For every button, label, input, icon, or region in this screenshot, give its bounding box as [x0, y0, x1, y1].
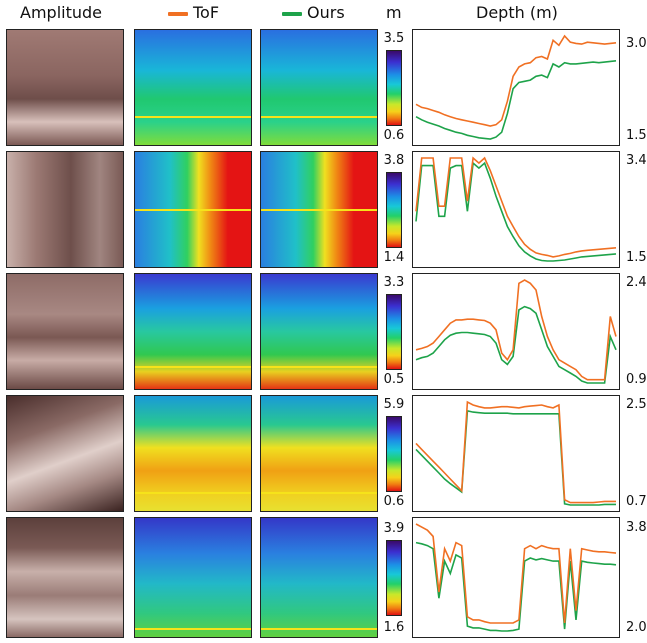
cbar-min-5: 1.6: [383, 620, 405, 635]
cbar-min-3: 0.5: [383, 372, 405, 387]
colorbar-3: [386, 294, 402, 370]
tof-swatch: [168, 11, 188, 16]
ymin-1: 1.5: [626, 128, 647, 143]
depth-plot-3: [412, 273, 620, 390]
tof-legend: ToF: [168, 3, 219, 22]
colorbar-2: [386, 172, 402, 248]
amplitude-image-4: [6, 395, 124, 512]
amplitude-image-5: [6, 517, 124, 638]
depth-plot-2: [412, 151, 620, 268]
cbar-max-4: 5.9: [383, 397, 405, 412]
ours-label: Ours: [307, 3, 345, 22]
depth-plot-5: [412, 517, 620, 638]
ours-profile-line-3: [415, 305, 617, 384]
ours-depth-image-5: [260, 517, 378, 638]
scanline-5-tof: [135, 628, 251, 630]
depth-profile-svg-1: [415, 34, 617, 140]
ymax-5: 3.8: [626, 520, 647, 535]
ymax-3: 2.4: [626, 275, 647, 290]
amplitude-image-3: [6, 273, 124, 390]
tof-profile-line-4: [415, 400, 616, 504]
ours-profile-line-4: [415, 409, 616, 506]
ours-swatch: [282, 11, 302, 16]
tof-depth-image-5: [134, 517, 252, 638]
tof-depth-image-2: [134, 151, 252, 268]
unit-header: m: [386, 3, 402, 22]
ours-profile-line-5: [415, 541, 617, 632]
depth-plot-4: [412, 395, 620, 512]
ymax-4: 2.5: [626, 397, 647, 412]
tof-depth-image-3: [134, 273, 252, 390]
scanline-4-ours: [261, 492, 377, 494]
ymin-5: 2.0: [626, 620, 647, 635]
ours-depth-image-1: [260, 29, 378, 146]
depth-header: Depth (m): [476, 3, 558, 22]
colorbar-4: [386, 416, 402, 492]
tof-profile-line-5: [415, 523, 617, 624]
amplitude-image-1: [6, 29, 124, 146]
ymax-1: 3.0: [626, 36, 647, 51]
ymin-4: 0.7: [626, 494, 647, 509]
amplitude-image-2: [6, 151, 124, 268]
tof-profile-line-2: [415, 156, 617, 258]
amplitude-header: Amplitude: [20, 3, 102, 22]
tof-depth-image-1: [134, 29, 252, 146]
scanline-4-tof: [135, 492, 251, 494]
cbar-max-2: 3.8: [383, 153, 405, 168]
cbar-max-1: 3.5: [383, 31, 405, 46]
ours-depth-image-2: [260, 151, 378, 268]
cbar-max-3: 3.3: [383, 275, 405, 290]
tof-label: ToF: [193, 3, 220, 22]
depth-profile-svg-5: [415, 523, 617, 632]
colorbar-5: [386, 540, 402, 616]
colorbar-1: [386, 50, 402, 126]
ours-depth-image-4: [260, 395, 378, 512]
scanline-3-tof: [135, 366, 251, 368]
depth-profile-svg-3: [415, 279, 617, 384]
cbar-max-5: 3.9: [383, 521, 405, 536]
tof-profile-line-3: [415, 279, 617, 381]
ours-depth-image-3: [260, 273, 378, 390]
tof-profile-line-1: [415, 34, 617, 127]
ours-profile-line-2: [415, 161, 617, 262]
ymax-2: 3.4: [626, 153, 647, 168]
ours-profile-line-1: [415, 60, 617, 140]
ymin-3: 0.9: [626, 372, 647, 387]
depth-plot-1: [412, 29, 620, 146]
scanline-1-tof: [135, 116, 251, 118]
ymin-2: 1.5: [626, 250, 647, 265]
scanline-2-ours: [261, 209, 377, 211]
cbar-min-1: 0.6: [383, 128, 405, 143]
scanline-3-ours: [261, 366, 377, 368]
depth-profile-svg-4: [415, 400, 616, 506]
cbar-min-2: 1.4: [383, 250, 405, 265]
tof-depth-image-4: [134, 395, 252, 512]
scanline-5-ours: [261, 628, 377, 630]
scanline-2-tof: [135, 209, 251, 211]
cbar-min-4: 0.6: [383, 494, 405, 509]
scanline-1-ours: [261, 116, 377, 118]
depth-profile-svg-2: [415, 156, 617, 262]
ours-legend: Ours: [282, 3, 345, 22]
